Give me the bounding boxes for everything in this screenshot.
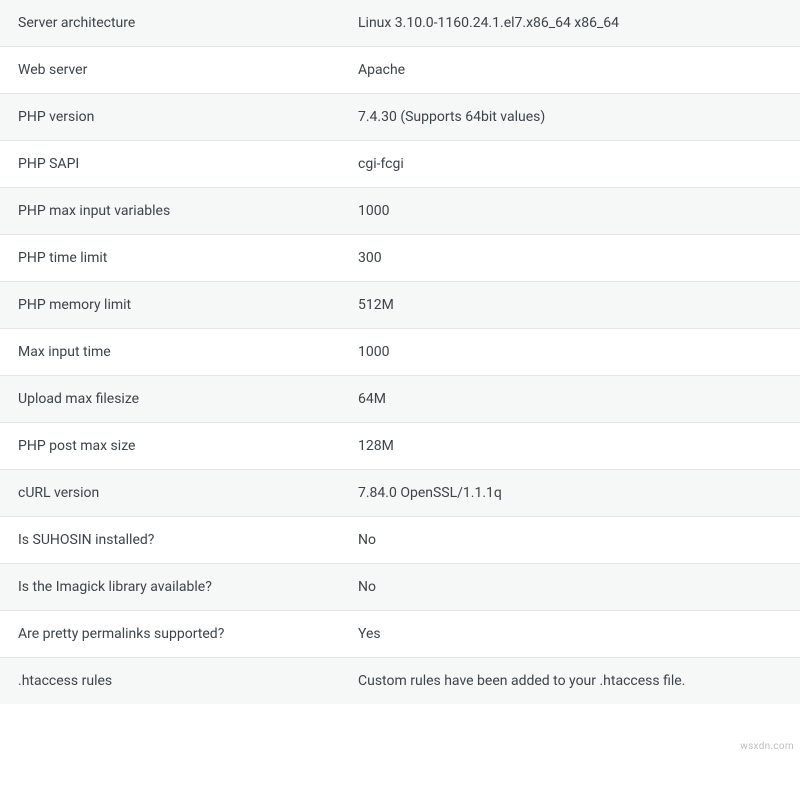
table-row: Upload max filesize 64M (0, 376, 800, 423)
table-row: PHP memory limit 512M (0, 282, 800, 329)
row-value: cgi-fcgi (348, 141, 800, 187)
row-label: PHP time limit (0, 235, 348, 281)
row-value: 1000 (348, 329, 800, 375)
row-label: PHP post max size (0, 423, 348, 469)
row-value: Custom rules have been added to your .ht… (348, 658, 800, 704)
row-value: 512M (348, 282, 800, 328)
row-label: PHP max input variables (0, 188, 348, 234)
row-value: Linux 3.10.0-1160.24.1.el7.x86_64 x86_64 (348, 0, 800, 46)
row-label: Upload max filesize (0, 376, 348, 422)
table-row: PHP max input variables 1000 (0, 188, 800, 235)
table-row: Are pretty permalinks supported? Yes (0, 611, 800, 658)
row-value: No (348, 564, 800, 610)
table-row: Server architecture Linux 3.10.0-1160.24… (0, 0, 800, 47)
row-value: 7.84.0 OpenSSL/1.1.1q (348, 470, 800, 516)
watermark-text: wsxdn.com (740, 741, 794, 752)
table-row: PHP version 7.4.30 (Supports 64bit value… (0, 94, 800, 141)
row-label: .htaccess rules (0, 658, 348, 704)
row-label: Web server (0, 47, 348, 93)
table-row: PHP time limit 300 (0, 235, 800, 282)
table-row: Is the Imagick library available? No (0, 564, 800, 611)
row-value: 300 (348, 235, 800, 281)
table-row: Web server Apache (0, 47, 800, 94)
table-row: Max input time 1000 (0, 329, 800, 376)
row-value: Yes (348, 611, 800, 657)
row-label: Is SUHOSIN installed? (0, 517, 348, 563)
row-value: 64M (348, 376, 800, 422)
row-value: No (348, 517, 800, 563)
row-value: 128M (348, 423, 800, 469)
table-row: cURL version 7.84.0 OpenSSL/1.1.1q (0, 470, 800, 517)
row-label: Are pretty permalinks supported? (0, 611, 348, 657)
row-label: Is the Imagick library available? (0, 564, 348, 610)
table-row: Is SUHOSIN installed? No (0, 517, 800, 564)
server-info-table: Server architecture Linux 3.10.0-1160.24… (0, 0, 800, 704)
row-value: 7.4.30 (Supports 64bit values) (348, 94, 800, 140)
row-label: Server architecture (0, 0, 348, 46)
row-label: PHP SAPI (0, 141, 348, 187)
row-value: Apache (348, 47, 800, 93)
table-row: .htaccess rules Custom rules have been a… (0, 658, 800, 704)
table-row: PHP post max size 128M (0, 423, 800, 470)
row-label: PHP memory limit (0, 282, 348, 328)
row-value: 1000 (348, 188, 800, 234)
row-label: PHP version (0, 94, 348, 140)
table-row: PHP SAPI cgi-fcgi (0, 141, 800, 188)
row-label: Max input time (0, 329, 348, 375)
row-label: cURL version (0, 470, 348, 516)
